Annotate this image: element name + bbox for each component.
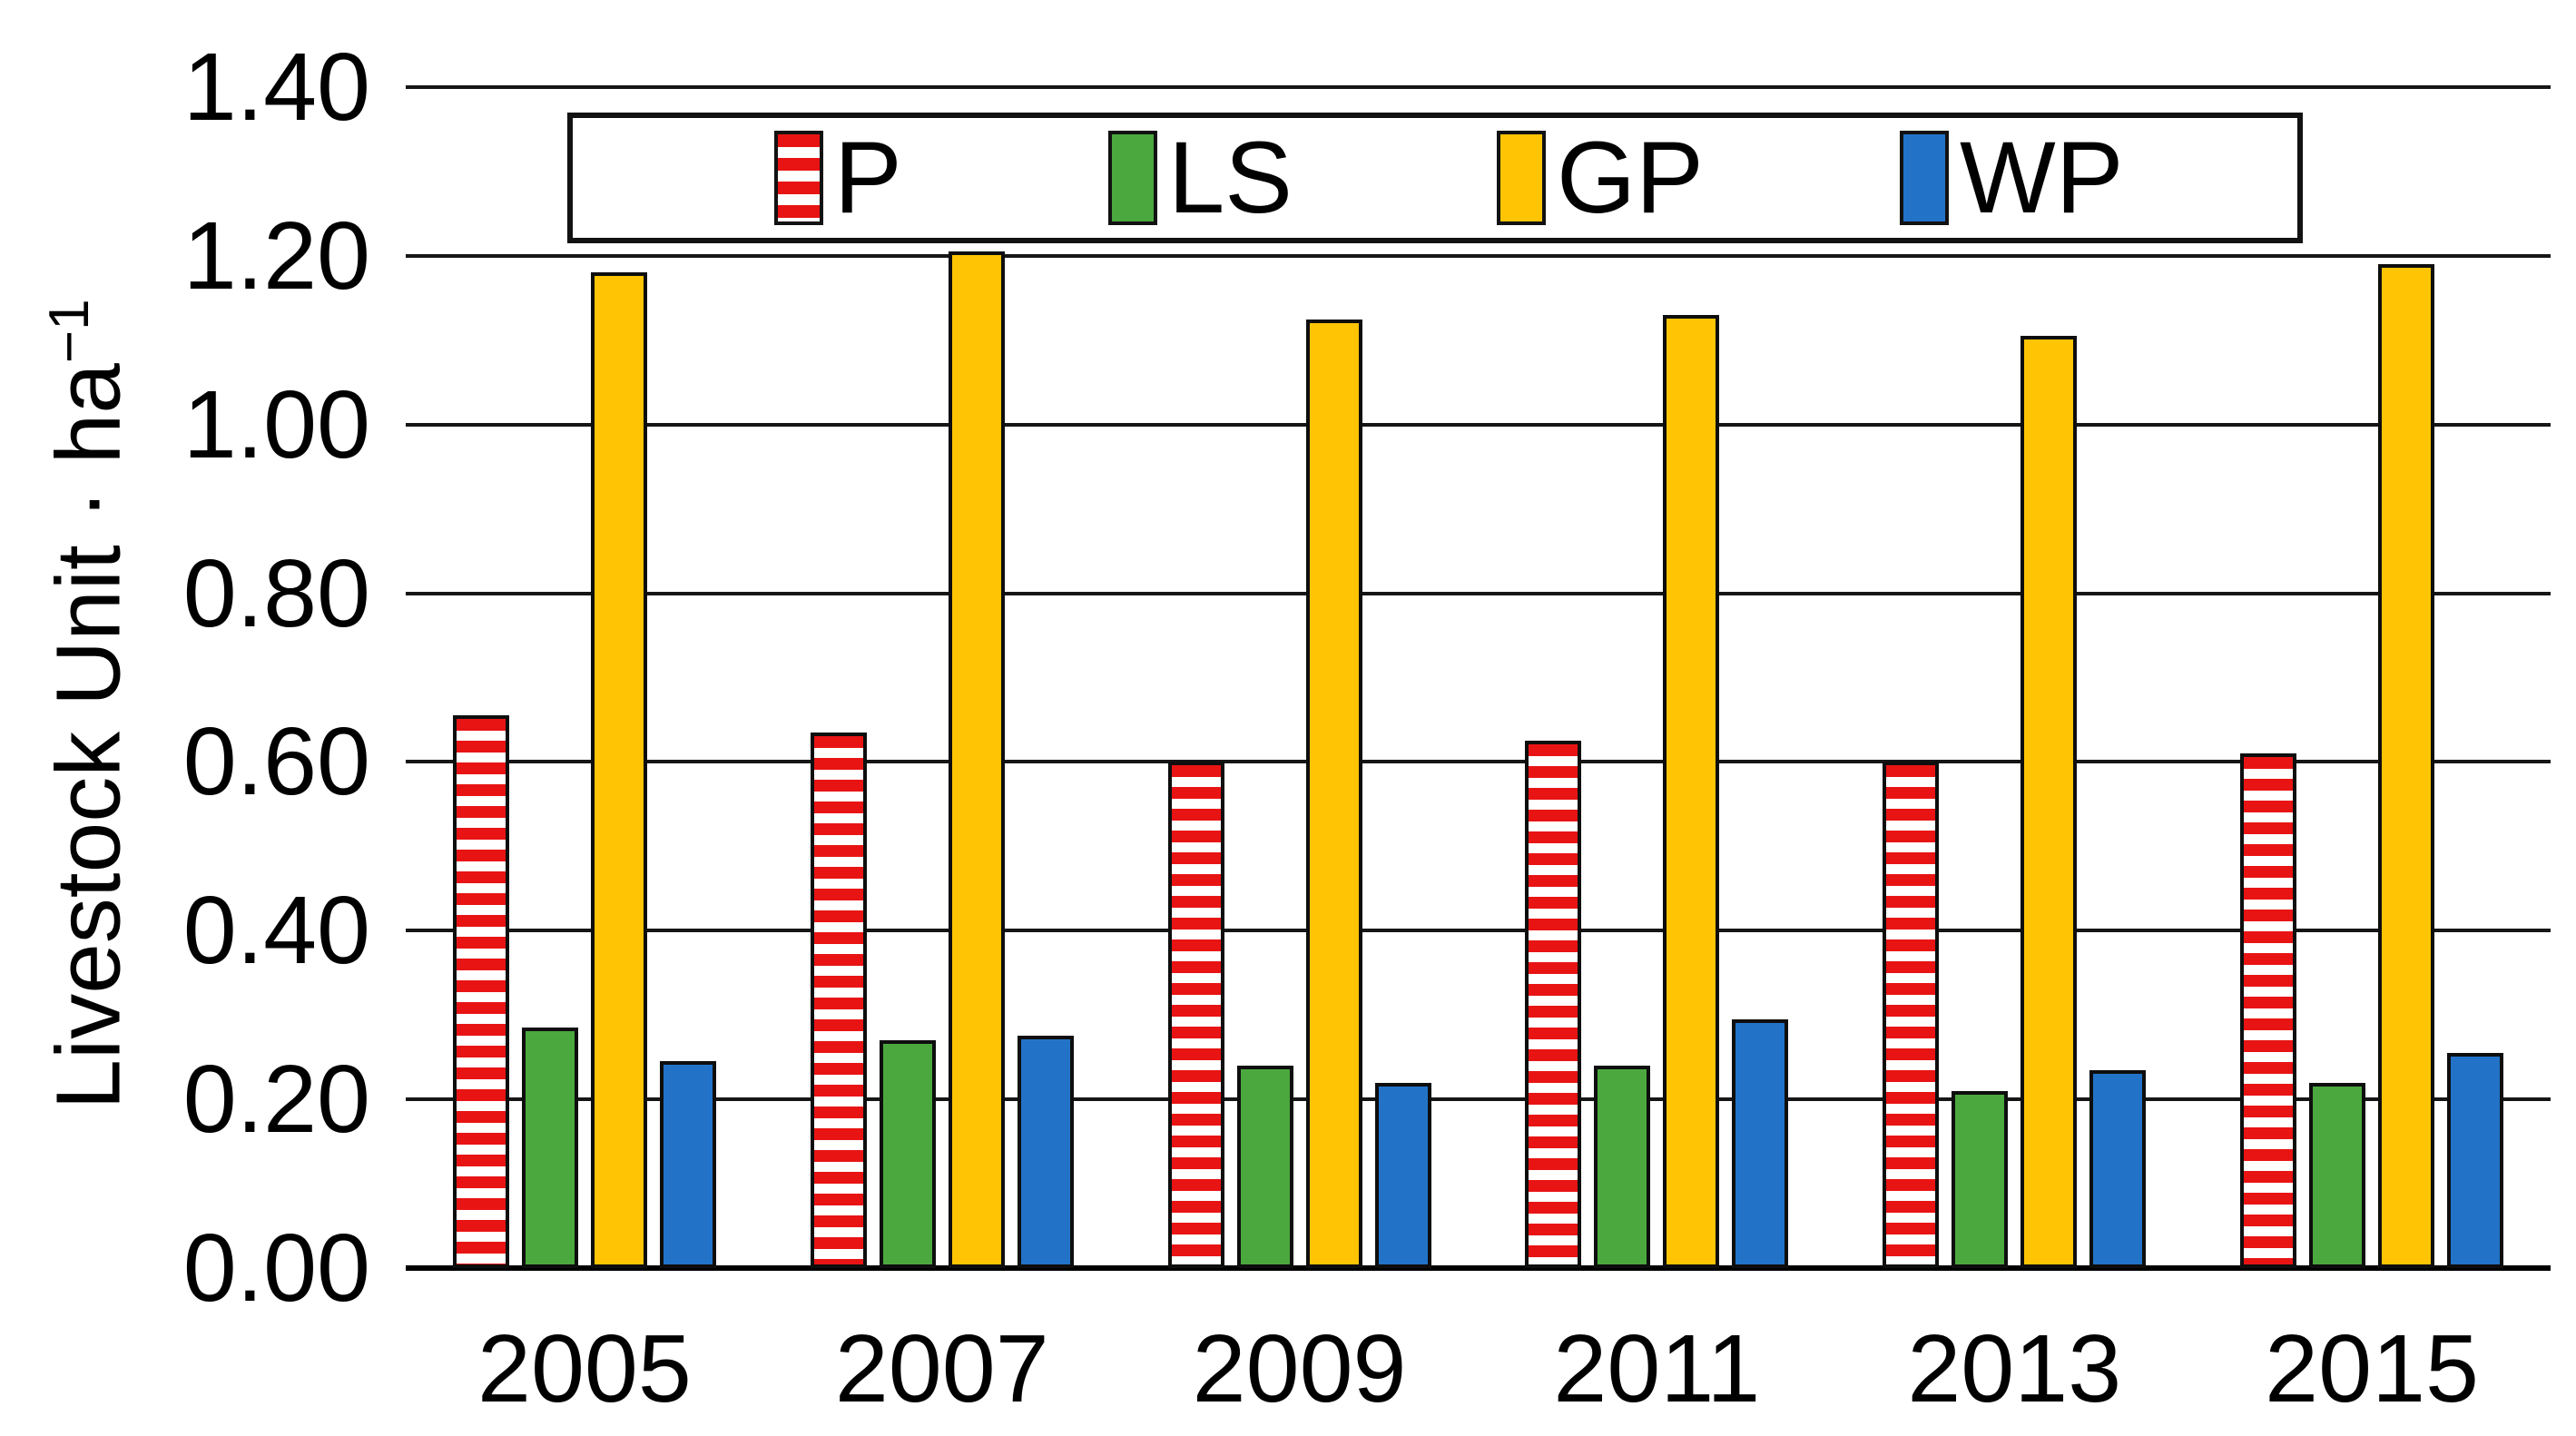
gridline-1.20: [406, 253, 2551, 258]
legend-swatch-p: [774, 131, 823, 225]
gridline-1.40: [406, 85, 2551, 89]
legend-item-wp: WP: [1900, 118, 2123, 238]
legend-label-wp: WP: [1960, 121, 2124, 234]
gridline-1.00: [406, 422, 2551, 427]
y-tick-label-1.40: 1.40: [182, 34, 370, 141]
bar-ls-2005: [521, 1028, 578, 1268]
legend-swatch-wp: [1900, 131, 1949, 225]
y-tick-label-1.20: 1.20: [182, 202, 370, 310]
bar-wp-2013: [2089, 1069, 2147, 1268]
gridline-0.20: [406, 1097, 2551, 1102]
y-tick-label-0.00: 0.00: [182, 1215, 370, 1322]
y-tick-label-0.20: 0.20: [182, 1046, 370, 1154]
legend-item-p: P: [774, 118, 902, 238]
bar-wp-2007: [1017, 1036, 1074, 1268]
legend-label-p: P: [834, 121, 902, 234]
bar-gp-2015: [2378, 264, 2435, 1268]
legend-swatch-ls: [1108, 131, 1157, 225]
bar-gp-2009: [1305, 319, 1362, 1268]
bar-ls-2013: [1952, 1090, 2009, 1268]
bar-p-2009: [1167, 762, 1224, 1268]
bar-gp-2007: [948, 251, 1005, 1268]
bar-p-2015: [2240, 753, 2297, 1268]
bar-gp-2011: [1663, 314, 1720, 1268]
bar-ls-2015: [2309, 1082, 2366, 1268]
y-tick-label-0.40: 0.40: [182, 877, 370, 985]
bar-gp-2013: [2020, 336, 2078, 1268]
legend-item-ls: LS: [1108, 118, 1293, 238]
legend-label-gp: GP: [1557, 121, 1704, 234]
gridline-0.40: [406, 929, 2551, 933]
bar-ls-2011: [1594, 1065, 1651, 1268]
bar-p-2011: [1525, 741, 1582, 1268]
bar-wp-2011: [1732, 1018, 1789, 1268]
x-tick-label-2009: 2009: [1192, 1315, 1407, 1422]
bar-wp-2009: [1374, 1082, 1431, 1268]
x-tick-label-2015: 2015: [2265, 1315, 2479, 1422]
bar-wp-2005: [659, 1061, 716, 1268]
bar-p-2005: [452, 715, 509, 1268]
x-tick-label-2013: 2013: [1907, 1315, 2122, 1422]
x-tick-label-2007: 2007: [834, 1315, 1049, 1422]
x-tick-label-2005: 2005: [477, 1315, 692, 1422]
legend-item-gp: GP: [1497, 118, 1704, 238]
y-tick-label-1.00: 1.00: [182, 370, 370, 478]
gridline-0.60: [406, 760, 2551, 764]
bar-p-2013: [1883, 762, 1940, 1268]
bar-p-2007: [810, 732, 867, 1268]
legend: P LS GP WP: [567, 113, 2303, 243]
legend-swatch-gp: [1497, 131, 1546, 225]
bar-gp-2005: [590, 272, 647, 1268]
gridline-0.00: [406, 1265, 2551, 1271]
gridline-0.80: [406, 591, 2551, 595]
y-tick-label-0.80: 0.80: [182, 539, 370, 647]
bar-ls-2007: [879, 1040, 936, 1268]
bar-ls-2009: [1236, 1065, 1293, 1268]
bar-wp-2015: [2447, 1053, 2504, 1268]
x-tick-label-2011: 2011: [1553, 1315, 1761, 1422]
legend-label-ls: LS: [1168, 121, 1293, 234]
y-tick-label-0.60: 0.60: [182, 708, 370, 816]
